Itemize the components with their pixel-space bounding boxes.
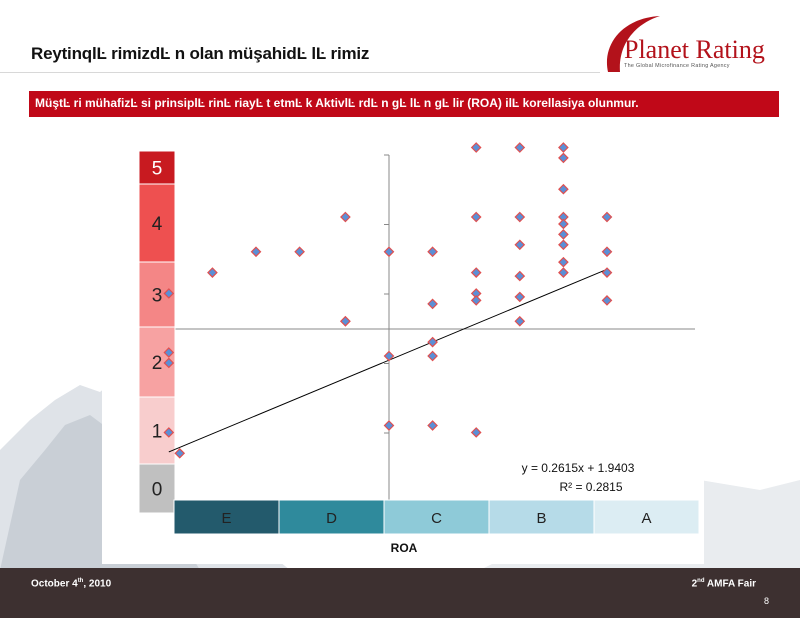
rating-band-0 <box>138 463 176 514</box>
data-point <box>383 246 395 258</box>
rating-band-label: 1 <box>152 422 163 443</box>
roa-class-label: B <box>536 510 546 527</box>
rating-bands: 0 1 2 3 4 5 <box>138 150 176 514</box>
rating-band-4 <box>138 183 176 263</box>
data-point <box>601 295 613 306</box>
data-point <box>163 347 175 358</box>
data-point <box>558 142 569 153</box>
data-point <box>558 267 569 278</box>
roa-class-B <box>488 499 595 535</box>
trendline-layer <box>168 268 608 453</box>
roa-class-label: A <box>641 510 651 527</box>
data-point <box>340 211 351 223</box>
slide-title: ReytinqlĿ rimizdĿ n olan müşahidĿ lĿ rim… <box>31 44 370 63</box>
rating-band-label: 5 <box>152 159 163 180</box>
data-point <box>470 267 482 278</box>
data-point <box>558 239 569 251</box>
roa-class-label: E <box>221 510 231 527</box>
data-point <box>514 270 526 282</box>
r-squared-label: R² = 0.2815 <box>559 480 622 494</box>
data-point <box>601 267 613 278</box>
footer-date: October 4th, 2010 <box>31 578 112 590</box>
data-point <box>514 211 526 223</box>
rating-band-label: 0 <box>152 480 163 501</box>
data-point <box>383 350 395 362</box>
data-point <box>601 246 613 258</box>
page-number: 8 <box>763 596 769 606</box>
planet-rating-logo: Planet Rating The Global Microfinance Ra… <box>606 16 765 72</box>
data-point <box>470 142 482 153</box>
trendline-equation: y = 0.2615x + 1.9403 <box>522 461 635 475</box>
data-point <box>427 298 438 310</box>
plot-area-background <box>102 140 704 564</box>
footer-bar <box>0 568 800 618</box>
data-point <box>558 183 569 195</box>
footer-event: 2nd AMFA Fair <box>691 578 756 590</box>
roa-class-A <box>593 499 700 535</box>
logo-tagline: The Global Microfinance Rating Agency <box>624 63 730 69</box>
data-point <box>427 246 438 258</box>
data-point <box>470 211 482 223</box>
data-point <box>514 291 526 303</box>
data-point <box>427 420 438 431</box>
roa-class-E <box>173 499 280 535</box>
data-point <box>470 427 482 438</box>
roa-class-label: C <box>431 510 442 527</box>
data-point <box>470 295 482 306</box>
banner: MüştĿ ri mühafizĿ si prinsiplĿ rinĿ riay… <box>29 91 779 117</box>
data-point <box>558 218 569 230</box>
data-point <box>558 229 569 240</box>
data-point <box>427 350 438 362</box>
data-point <box>250 246 262 258</box>
data-point <box>558 256 569 268</box>
title-divider <box>0 72 600 73</box>
data-point <box>427 336 438 348</box>
data-point <box>340 315 351 327</box>
data-point <box>383 420 395 431</box>
data-point <box>514 239 526 251</box>
rating-band-label: 4 <box>152 214 163 235</box>
data-point <box>163 427 175 438</box>
data-point <box>294 246 305 258</box>
x-axis-label: ROA <box>391 541 418 555</box>
data-point <box>174 447 186 459</box>
roa-class-C <box>383 499 490 535</box>
data-point <box>163 357 175 369</box>
logo-wordmark: Planet Rating <box>624 35 765 64</box>
data-point <box>163 288 175 299</box>
data-point <box>207 267 218 278</box>
data-point <box>514 142 526 153</box>
data-point <box>514 315 526 327</box>
trendline <box>168 268 608 453</box>
data-points <box>163 142 613 459</box>
roa-class-label: D <box>326 510 337 527</box>
banner-text: MüştĿ ri mühafizĿ si prinsiplĿ rinĿ riay… <box>35 96 639 110</box>
rating-band-label: 3 <box>152 286 163 307</box>
rating-band-label: 2 <box>152 353 163 374</box>
rating-band-5 <box>138 150 176 185</box>
data-point <box>601 211 613 223</box>
axes <box>175 154 695 500</box>
data-point <box>558 152 569 164</box>
